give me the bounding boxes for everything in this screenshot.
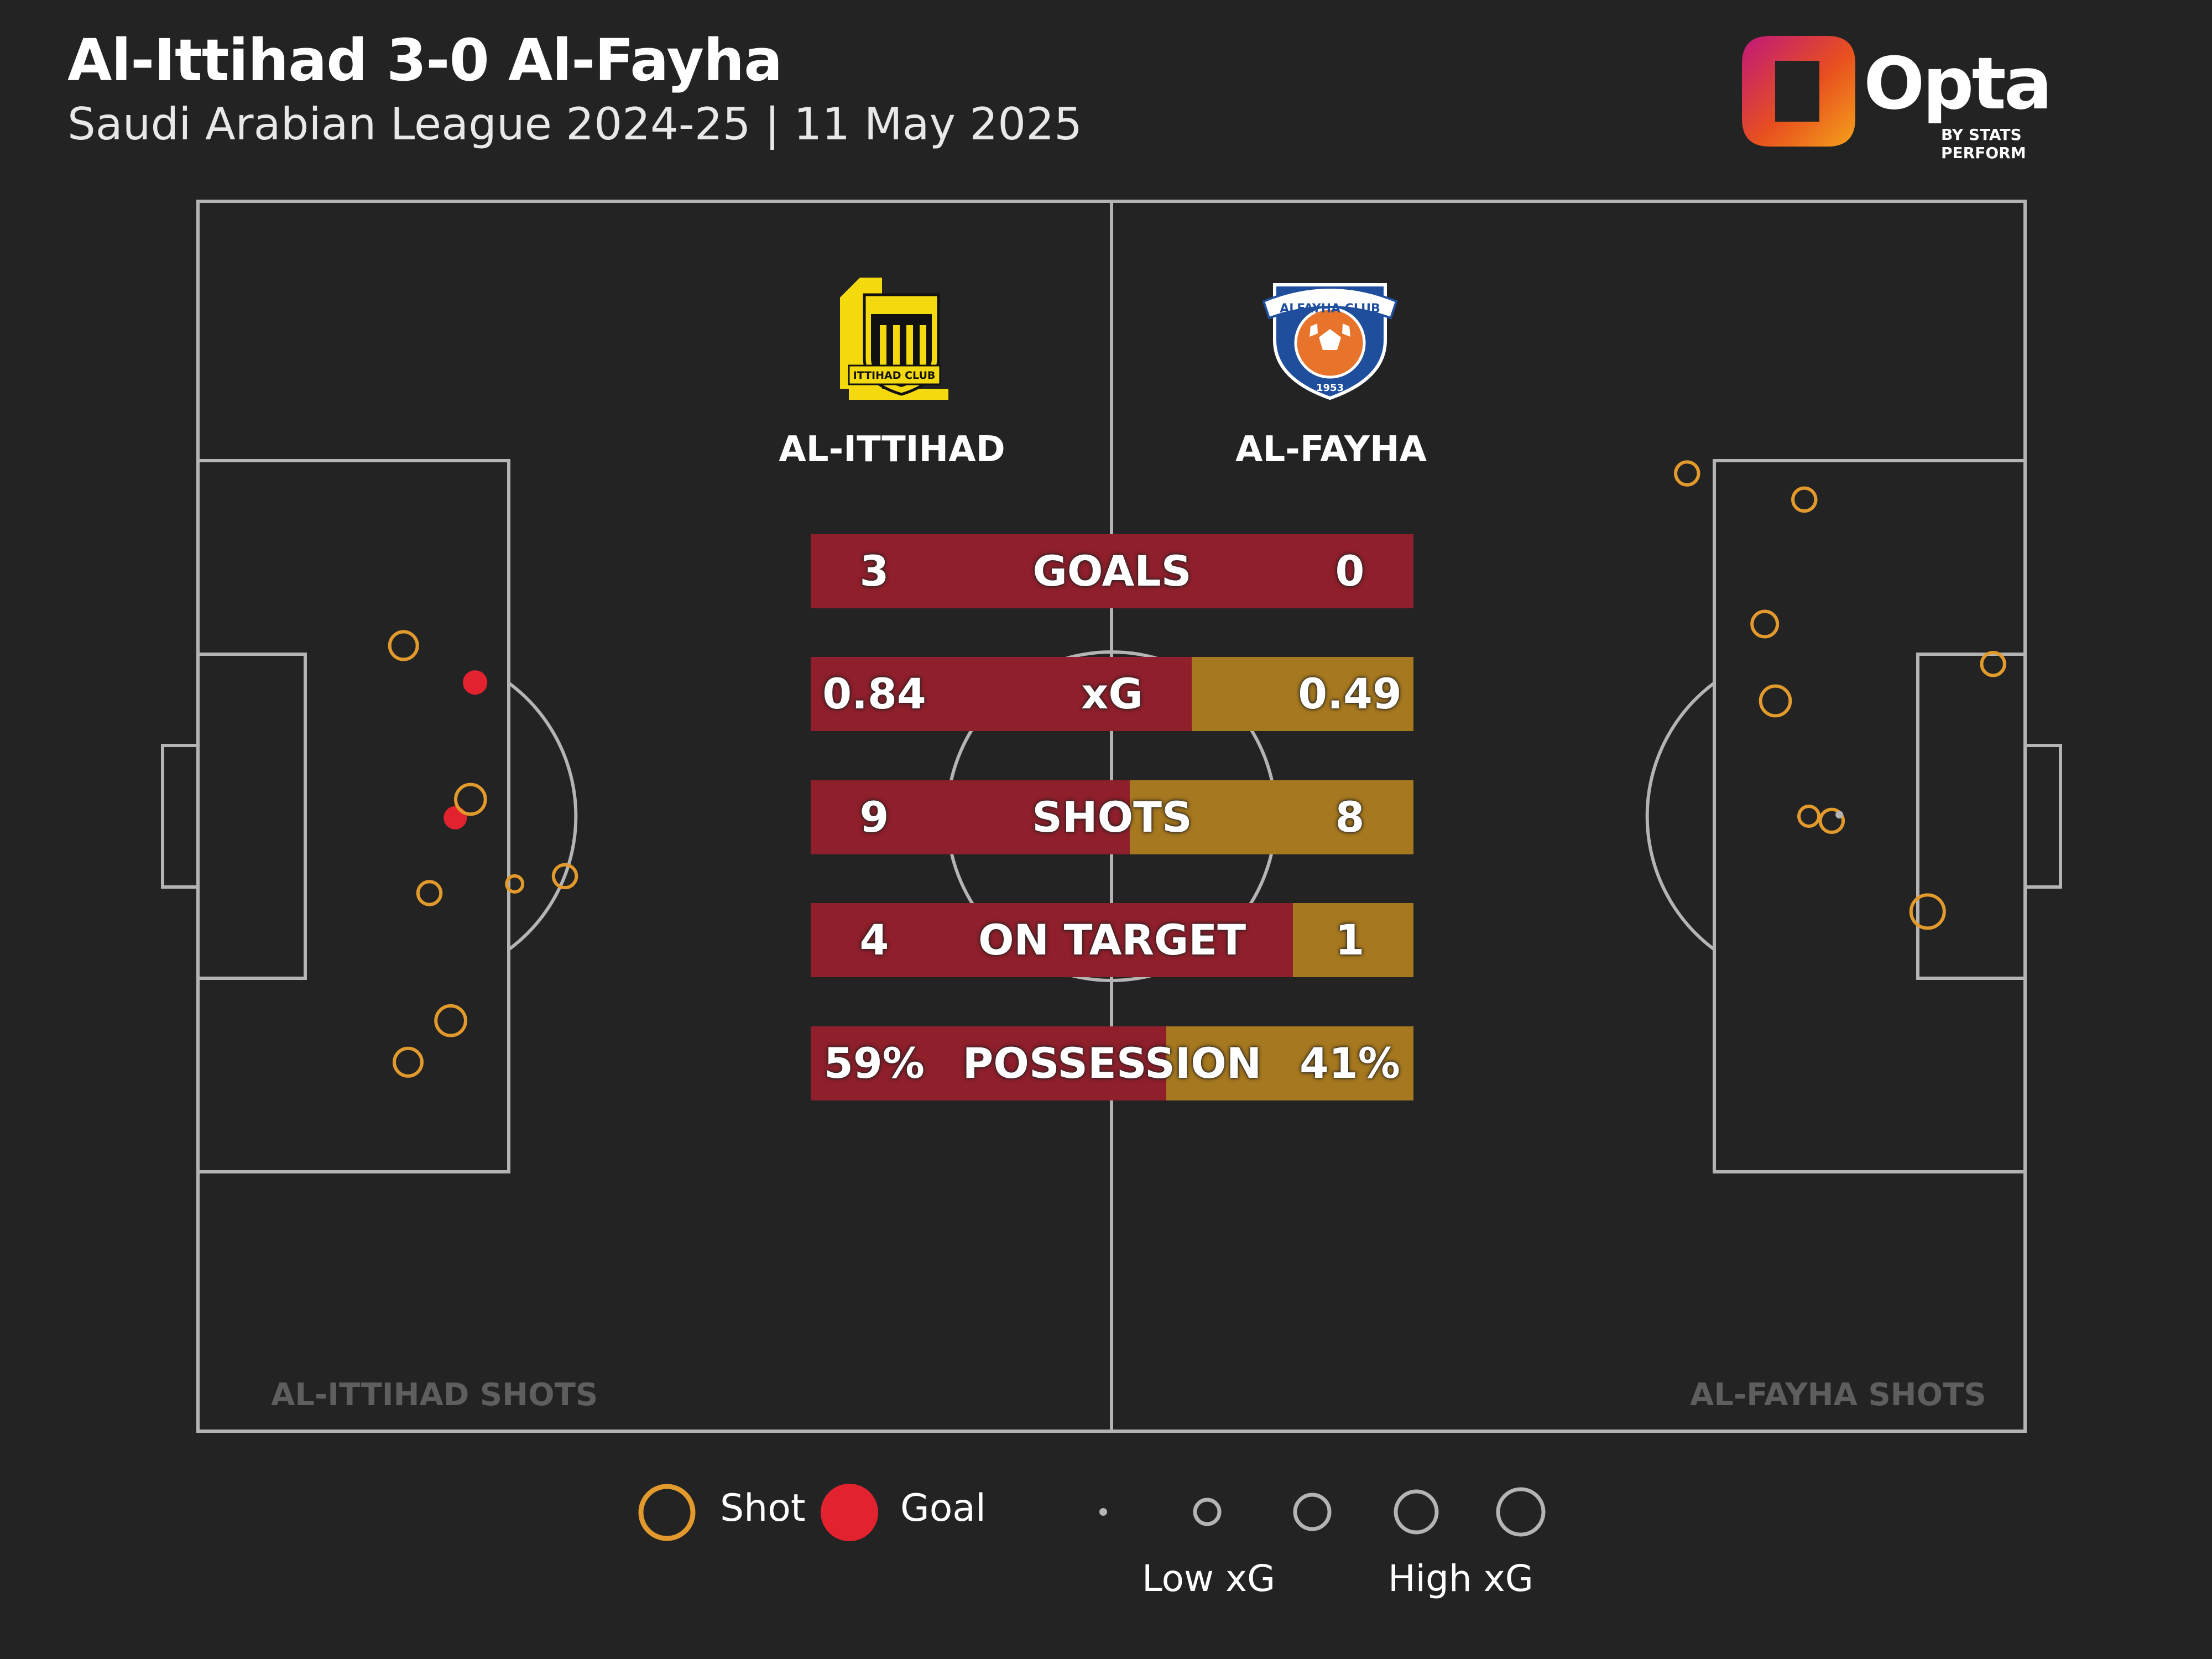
- home-shot-marker: [434, 1004, 467, 1037]
- home-shots-label: AL-ITTIHAD SHOTS: [271, 1377, 598, 1413]
- al-fayha-crest-icon: ALFAYHA CLUB 1953: [1262, 283, 1398, 400]
- home-shot-marker: [392, 1046, 424, 1078]
- home-shot-marker: [388, 630, 419, 661]
- legend-goal-label: Goal: [900, 1486, 986, 1530]
- stat-home-value: 9: [859, 792, 889, 842]
- away-shots-label: AL-FAYHA SHOTS: [1690, 1377, 1986, 1413]
- legend-shot-marker: [638, 1484, 696, 1541]
- stat-away-value: 8: [1335, 792, 1365, 842]
- home-team-name: AL-ITTIHAD: [779, 429, 1005, 470]
- stat-label: POSSESSION: [962, 1039, 1262, 1088]
- stat-label: SHOTS: [1032, 792, 1192, 842]
- away-shot-marker: [1759, 684, 1792, 718]
- stat-row-xg: 0.84 xG 0.49: [811, 657, 1413, 731]
- stat-home-value: 59%: [824, 1039, 925, 1088]
- legend-high-xg: High xG: [1388, 1557, 1533, 1600]
- opta-mark-icon: [1742, 36, 1855, 147]
- stat-row-goals: 3 GOALS 0: [811, 534, 1413, 608]
- stat-away-value: 41%: [1300, 1039, 1400, 1088]
- stat-label: xG: [1081, 669, 1143, 718]
- away-shot-marker: [1818, 807, 1845, 834]
- stat-home-bar: [811, 903, 1293, 977]
- al-ittihad-crest-icon: ITTIHAD CLUB: [840, 278, 948, 400]
- xg-scale-step-3: [1293, 1493, 1332, 1531]
- home-shot-marker: [416, 880, 443, 906]
- legend-shot-label: Shot: [720, 1486, 806, 1530]
- stat-home-bar: [811, 1026, 1167, 1100]
- legend-goal-marker: [821, 1484, 878, 1541]
- shots-layer: [388, 460, 2006, 1078]
- away-shot-marker: [1750, 609, 1780, 639]
- stat-home-bar: [811, 780, 1130, 854]
- page-title: Al-Ittihad 3-0 Al-Fayha: [67, 27, 782, 94]
- legend-xg-scale: [1099, 1487, 1546, 1537]
- xg-scale-step-5: [1496, 1487, 1546, 1537]
- away-shot-marker: [1835, 811, 1844, 819]
- stat-home-value: 0.84: [822, 669, 926, 718]
- page-subtitle: Saudi Arabian League 2024-25 | 11 May 20…: [67, 98, 1082, 150]
- stat-home-value: 3: [859, 546, 889, 596]
- opta-wordmark: Opta: [1864, 41, 2052, 126]
- xg-scale-step-4: [1394, 1489, 1439, 1535]
- al-fayha-crest-text: ALFAYHA CLUB: [1280, 302, 1380, 316]
- right-goal: [2023, 744, 2062, 889]
- stat-row-possession: 59% POSSESSION 41%: [811, 1026, 1413, 1100]
- al-ittihad-crest-text: ITTIHAD CLUB: [853, 369, 936, 382]
- al-fayha-crest-year: 1953: [1316, 382, 1344, 394]
- away-shot-marker: [1674, 460, 1700, 487]
- legend-low-xg: Low xG: [1142, 1557, 1276, 1600]
- stat-away-value: 0.49: [1298, 669, 1402, 718]
- stat-away-value: 0: [1335, 546, 1365, 596]
- left-six-yard-box: [196, 653, 307, 980]
- away-team-name: AL-FAYHA: [1235, 429, 1427, 470]
- home-shot-marker: [454, 782, 487, 816]
- away-shot-marker: [1909, 893, 1946, 930]
- home-shot-marker: [551, 863, 578, 890]
- stat-home-bar: [811, 534, 1413, 608]
- left-penalty-arc: [508, 681, 578, 951]
- home-goal-marker: [444, 806, 467, 830]
- home-shot-marker: [505, 874, 525, 894]
- xg-scale-step-2: [1193, 1498, 1222, 1526]
- right-six-yard-box: [1916, 653, 2027, 980]
- left-goal: [161, 744, 200, 889]
- home-goal-marker: [463, 670, 488, 695]
- stat-home-value: 4: [859, 915, 889, 964]
- away-shot-marker: [1791, 486, 1818, 513]
- stat-away-value: 1: [1335, 915, 1365, 964]
- opta-byline: BY STATS PERFORM: [1941, 126, 2026, 162]
- opta-logo: Opta BY STATS PERFORM: [1736, 30, 2101, 162]
- right-penalty-area: [1713, 459, 2027, 1173]
- right-penalty-arc: [1645, 681, 1715, 951]
- stat-home-bar: [811, 657, 1192, 731]
- stat-row-on-target: 4 ON TARGET 1: [811, 903, 1413, 977]
- away-shot-marker: [1980, 651, 2006, 677]
- stat-row-shots: 9 SHOTS 8: [811, 780, 1413, 854]
- away-shot-marker: [1797, 804, 1821, 828]
- stat-label: ON TARGET: [978, 915, 1246, 964]
- stat-label: GOALS: [1032, 546, 1192, 596]
- xg-scale-step-1: [1099, 1508, 1107, 1516]
